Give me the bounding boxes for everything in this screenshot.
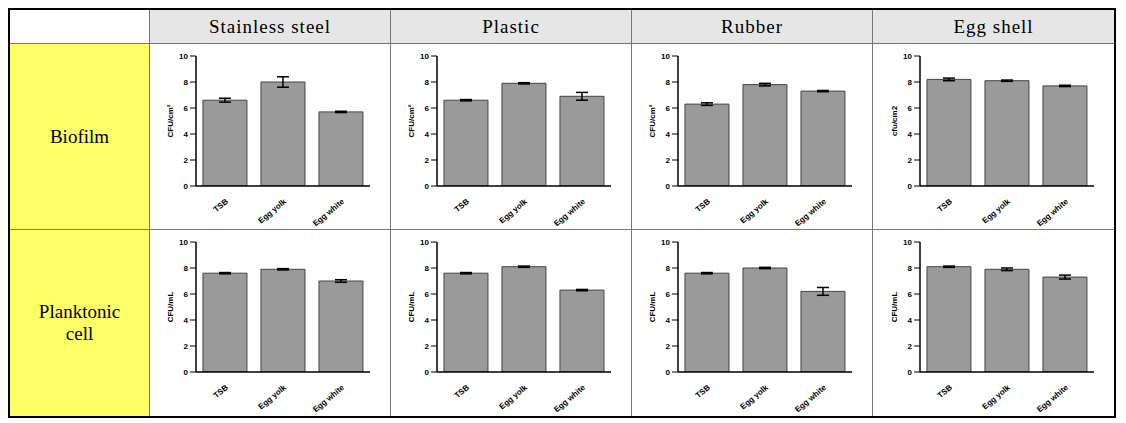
svg-text:2: 2 — [184, 342, 189, 351]
svg-text:cfu/cm2: cfu/cm2 — [889, 105, 898, 136]
html-text:Rubber: Rubber — [721, 15, 783, 37]
svg-text:TSB: TSB — [453, 196, 471, 213]
svg-text:10: 10 — [903, 51, 912, 60]
html-text:Stainless steel: Stainless steel — [208, 15, 332, 37]
svg-text:0: 0 — [425, 181, 430, 190]
svg-text:8: 8 — [666, 77, 671, 86]
svg-text:Egg white: Egg white — [552, 196, 587, 225]
svg-text:Egg white: Egg white — [311, 196, 346, 225]
svg-text:4: 4 — [425, 316, 430, 325]
svg-text:2: 2 — [425, 342, 430, 351]
svg-text:4: 4 — [907, 316, 912, 325]
svg-text:TSB: TSB — [694, 196, 712, 213]
html-text:Planktonic cell: Planktonic cell — [38, 301, 121, 344]
svg-text:TSB: TSB — [694, 383, 712, 400]
svg-text:CFU/mL: CFU/mL — [889, 292, 898, 323]
svg-text:10: 10 — [179, 238, 188, 247]
svg-text:6: 6 — [425, 103, 430, 112]
svg-text:TSB: TSB — [935, 196, 953, 213]
svg-text:4: 4 — [666, 129, 671, 138]
svg-text:Egg white: Egg white — [552, 383, 587, 412]
svg-text:Egg yolk: Egg yolk — [257, 383, 289, 412]
svg-text:8: 8 — [907, 264, 912, 273]
svg-text:CFU/mL: CFU/mL — [407, 292, 416, 323]
svg-text:0: 0 — [666, 181, 671, 190]
svg-text:8: 8 — [184, 264, 189, 273]
svg-text:10: 10 — [661, 238, 670, 247]
svg-text:6: 6 — [666, 103, 671, 112]
svg-text:Egg white: Egg white — [311, 383, 346, 412]
html-text:Biofilm: Biofilm — [49, 125, 110, 147]
svg-text:6: 6 — [425, 290, 430, 299]
svg-text:Egg yolk: Egg yolk — [498, 196, 530, 225]
svg-text:TSB: TSB — [935, 383, 953, 400]
svg-text:0: 0 — [184, 181, 189, 190]
svg-text:10: 10 — [420, 238, 429, 247]
svg-text:0: 0 — [184, 368, 189, 377]
svg-text:Egg yolk: Egg yolk — [739, 383, 771, 412]
svg-text:TSB: TSB — [453, 383, 471, 400]
svg-text:10: 10 — [903, 238, 912, 247]
svg-text:6: 6 — [184, 290, 189, 299]
svg-text:0: 0 — [907, 368, 912, 377]
svg-text:Egg yolk: Egg yolk — [739, 196, 771, 225]
svg-text:4: 4 — [184, 129, 189, 138]
svg-text:0: 0 — [425, 368, 430, 377]
svg-text:8: 8 — [184, 77, 189, 86]
svg-text:2: 2 — [907, 155, 912, 164]
svg-text:0: 0 — [666, 368, 671, 377]
svg-text:Egg white: Egg white — [1035, 383, 1070, 412]
svg-text:TSB: TSB — [212, 196, 230, 213]
svg-text:CFU/cm²: CFU/cm² — [648, 104, 657, 137]
svg-text:CFU/mL: CFU/mL — [166, 292, 175, 323]
svg-text:6: 6 — [907, 290, 912, 299]
svg-text:6: 6 — [666, 290, 671, 299]
svg-text:CFU/cm²: CFU/cm² — [407, 104, 416, 137]
svg-text:4: 4 — [907, 129, 912, 138]
svg-text:8: 8 — [425, 264, 430, 273]
svg-text:4: 4 — [666, 316, 671, 325]
svg-text:2: 2 — [666, 155, 671, 164]
svg-text:CFU/mL: CFU/mL — [648, 292, 657, 323]
svg-text:Egg white: Egg white — [793, 383, 828, 412]
svg-text:8: 8 — [425, 77, 430, 86]
svg-text:Egg yolk: Egg yolk — [980, 196, 1012, 225]
svg-text:Egg white: Egg white — [793, 196, 828, 225]
svg-text:6: 6 — [907, 103, 912, 112]
svg-text:Egg yolk: Egg yolk — [980, 383, 1012, 412]
svg-text:8: 8 — [666, 264, 671, 273]
html-text:Plastic: Plastic — [482, 15, 540, 37]
svg-text:10: 10 — [420, 51, 429, 60]
svg-text:2: 2 — [666, 342, 671, 351]
svg-text:10: 10 — [179, 51, 188, 60]
svg-text:2: 2 — [907, 342, 912, 351]
svg-text:Egg yolk: Egg yolk — [257, 196, 289, 225]
svg-text:8: 8 — [907, 77, 912, 86]
svg-text:CFU/cm²: CFU/cm² — [166, 104, 175, 137]
svg-text:6: 6 — [184, 103, 189, 112]
svg-text:Egg yolk: Egg yolk — [498, 383, 530, 412]
svg-text:0: 0 — [907, 181, 912, 190]
svg-text:4: 4 — [425, 129, 430, 138]
html-text:Egg shell: Egg shell — [953, 15, 1034, 37]
svg-text:2: 2 — [425, 155, 430, 164]
svg-text:4: 4 — [184, 316, 189, 325]
svg-text:2: 2 — [184, 155, 189, 164]
svg-text:Egg white: Egg white — [1035, 196, 1070, 225]
svg-text:TSB: TSB — [212, 383, 230, 400]
svg-text:10: 10 — [661, 51, 670, 60]
